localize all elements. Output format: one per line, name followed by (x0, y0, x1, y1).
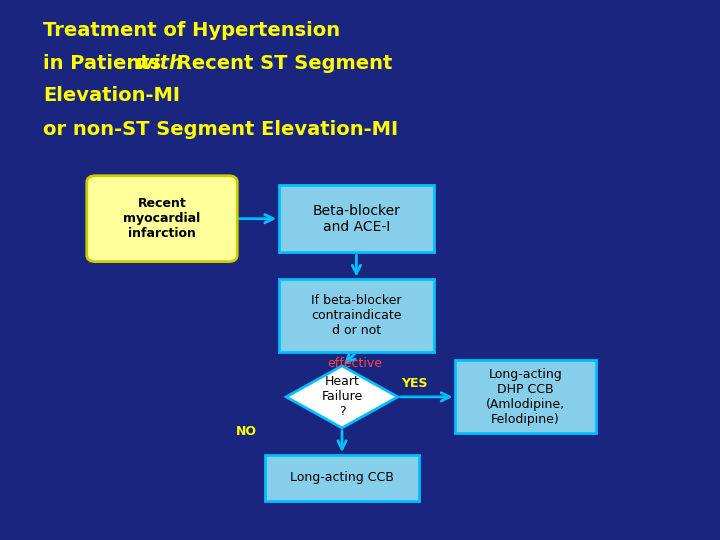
Text: Long-acting CCB: Long-acting CCB (290, 471, 394, 484)
Text: Elevation-MI: Elevation-MI (43, 86, 180, 105)
Text: If beta-blocker
contraindicate
d or not: If beta-blocker contraindicate d or not (311, 294, 402, 338)
FancyBboxPatch shape (455, 361, 596, 433)
FancyBboxPatch shape (279, 185, 433, 252)
Text: Beta-blocker
and ACE-I: Beta-blocker and ACE-I (312, 204, 400, 234)
Text: YES: YES (402, 377, 428, 390)
Text: Long-acting
DHP CCB
(Amlodipine,
Felodipine): Long-acting DHP CCB (Amlodipine, Felodip… (486, 368, 565, 426)
Text: Treatment of Hypertension: Treatment of Hypertension (43, 21, 341, 39)
FancyBboxPatch shape (265, 455, 419, 501)
Text: in Patients: in Patients (43, 54, 168, 73)
Text: with: with (135, 54, 183, 73)
Text: Recent ST Segment: Recent ST Segment (170, 54, 392, 73)
Text: Heart
Failure
?: Heart Failure ? (321, 375, 363, 418)
Text: NO: NO (236, 426, 257, 438)
Text: or non-ST Segment Elevation-MI: or non-ST Segment Elevation-MI (43, 120, 398, 139)
Text: effective: effective (328, 357, 382, 370)
FancyBboxPatch shape (279, 280, 433, 353)
FancyBboxPatch shape (87, 176, 238, 261)
Polygon shape (287, 366, 397, 428)
Text: Recent
myocardial
infarction: Recent myocardial infarction (123, 197, 201, 240)
